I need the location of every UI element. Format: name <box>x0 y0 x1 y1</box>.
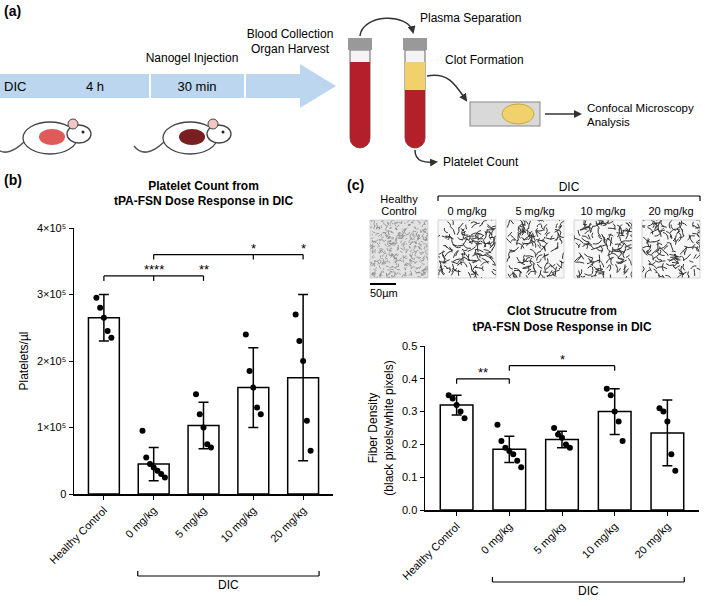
svg-text:0.0: 0.0 <box>402 504 417 516</box>
svg-text:10 mg/kg: 10 mg/kg <box>580 205 625 217</box>
svg-text:0 mg/kg: 0 mg/kg <box>123 504 159 540</box>
svg-text:1×10⁵: 1×10⁵ <box>37 421 66 433</box>
svg-text:DIC: DIC <box>559 180 580 194</box>
svg-text:Blood Collection: Blood Collection <box>247 27 334 41</box>
svg-text:Organ Harvest: Organ Harvest <box>251 42 330 56</box>
svg-text:Analysis: Analysis <box>587 116 630 128</box>
svg-text:Plasma Separation: Plasma Separation <box>420 11 521 25</box>
svg-text:Platelet Count: Platelet Count <box>443 155 519 169</box>
svg-text:4 h: 4 h <box>86 79 104 94</box>
svg-text:Control: Control <box>381 205 416 217</box>
svg-text:50µm: 50µm <box>370 287 398 299</box>
svg-text:5 mg/kg: 5 mg/kg <box>515 205 554 217</box>
svg-text:0.5: 0.5 <box>402 340 417 352</box>
svg-text:DIC: DIC <box>218 578 239 592</box>
svg-text:Clot Formation: Clot Formation <box>445 53 524 67</box>
svg-text:0.1: 0.1 <box>402 471 417 483</box>
svg-text:4×10⁵: 4×10⁵ <box>37 222 66 234</box>
svg-text:2×10⁵: 2×10⁵ <box>37 355 66 367</box>
svg-text:*: * <box>301 241 306 256</box>
svg-text:0.2: 0.2 <box>402 438 417 450</box>
svg-text:30 min: 30 min <box>177 79 216 94</box>
svg-text:Confocal Microscopy: Confocal Microscopy <box>587 102 694 114</box>
svg-text:*: * <box>560 352 565 367</box>
svg-text:Platelet Count fromtPA-FSN Dos: Platelet Count fromtPA-FSN Dose Response… <box>114 179 293 209</box>
svg-text:5 mg/kg: 5 mg/kg <box>173 504 209 540</box>
svg-text:**: ** <box>478 365 488 380</box>
svg-text:Nanogel Injection: Nanogel Injection <box>146 51 239 65</box>
svg-text:5 mg/kg: 5 mg/kg <box>531 520 567 556</box>
svg-text:(c): (c) <box>347 177 364 193</box>
svg-text:0 mg/kg: 0 mg/kg <box>447 205 486 217</box>
svg-text:DIC: DIC <box>578 584 599 598</box>
svg-text:**: ** <box>199 262 209 277</box>
svg-text:20 mg/kg: 20 mg/kg <box>632 520 672 560</box>
svg-text:Healthy Control: Healthy Control <box>400 520 462 582</box>
svg-text:DIC: DIC <box>4 79 26 94</box>
svg-text:(a): (a) <box>4 3 21 19</box>
svg-text:10 mg/kg: 10 mg/kg <box>218 504 258 544</box>
svg-text:3×10⁵: 3×10⁵ <box>37 288 66 300</box>
svg-text:0.3: 0.3 <box>402 405 417 417</box>
svg-text:10 mg/kg: 10 mg/kg <box>580 520 620 560</box>
svg-text:Healthy: Healthy <box>380 193 418 205</box>
svg-text:*: * <box>251 241 256 256</box>
svg-text:0.4: 0.4 <box>402 373 417 385</box>
svg-text:****: **** <box>144 262 164 277</box>
svg-text:0 mg/kg: 0 mg/kg <box>478 520 514 556</box>
svg-text:20 mg/kg: 20 mg/kg <box>648 205 693 217</box>
html-text:(b): (b) <box>4 172 22 188</box>
svg-text:Healthy Control: Healthy Control <box>47 504 109 566</box>
svg-text:Platelets/µl: Platelets/µl <box>17 332 31 391</box>
svg-text:0: 0 <box>60 488 66 500</box>
svg-text:20 mg/kg: 20 mg/kg <box>268 504 308 544</box>
svg-text:Clot Strucutre fromtPA-FSN Dos: Clot Strucutre fromtPA-FSN Dose Response… <box>472 304 651 334</box>
svg-text:Fiber Density(black pixels/whi: Fiber Density(black pixels/white pixels) <box>366 360 396 495</box>
